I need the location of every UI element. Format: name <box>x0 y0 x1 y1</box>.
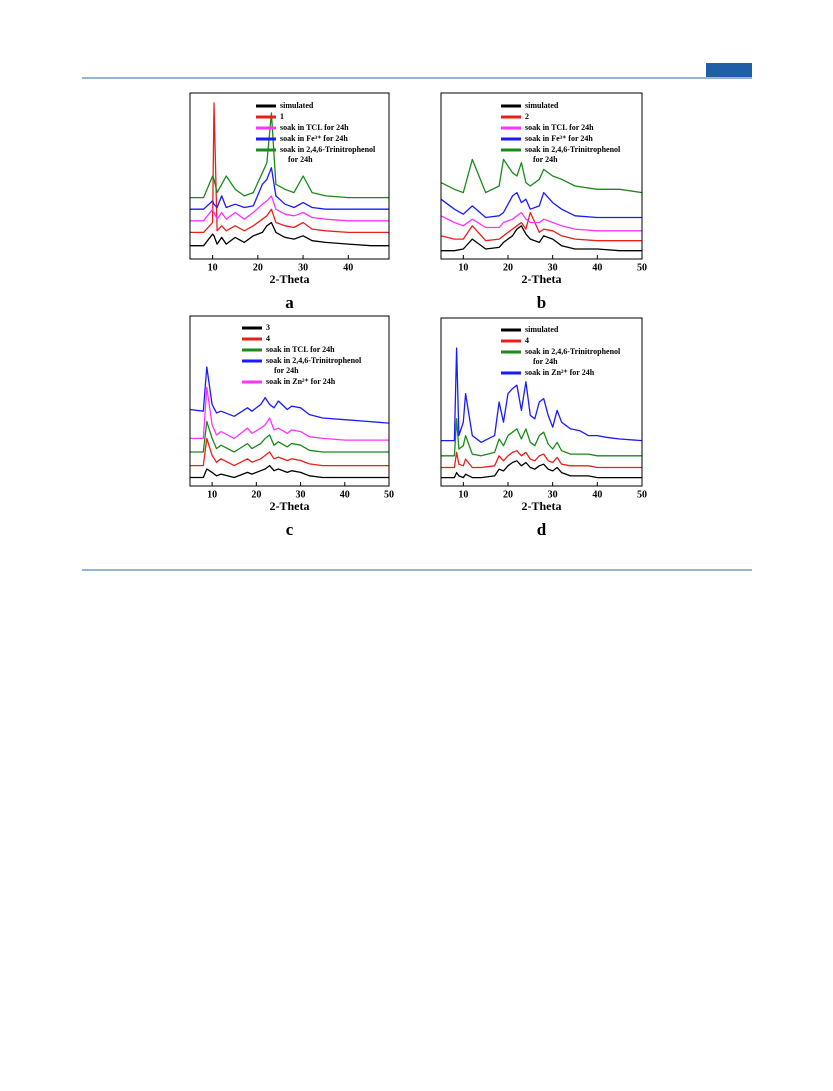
panel-label: d <box>537 520 547 539</box>
legend-label: soak in 2,4,6-Trinitrophenol for 24h <box>525 347 621 366</box>
series-line <box>441 460 642 479</box>
series-line <box>190 386 389 441</box>
legend-label: soak in TCL for 24h <box>280 123 349 132</box>
x-axis-title: 2-Theta <box>270 272 310 286</box>
x-axis-title: 2-Theta <box>270 499 310 513</box>
legend-label: simulated <box>280 101 314 110</box>
x-tick-label: 40 <box>340 489 350 500</box>
x-tick-label: 10 <box>458 262 468 273</box>
series-line <box>441 225 642 252</box>
series-line <box>190 112 389 199</box>
legend-label: soak in 2,4,6-Trinitrophenol for 24h <box>525 145 621 164</box>
series-line <box>441 418 642 457</box>
legend-label: soak in Zn²⁺ for 24h <box>266 377 336 386</box>
legend-label: 4 <box>266 334 270 343</box>
series-line <box>440 191 642 219</box>
x-tick-label: 10 <box>458 489 468 500</box>
series-line <box>440 211 642 232</box>
panel-label: b <box>537 293 546 312</box>
legend-label: 4 <box>525 336 529 345</box>
x-tick-label: 10 <box>208 262 218 273</box>
x-tick-label: 20 <box>503 489 513 500</box>
series-line <box>190 420 389 453</box>
header-tab <box>706 63 752 77</box>
x-axis-title: 2-Theta <box>522 499 562 513</box>
legend-label: 2 <box>525 112 529 121</box>
x-tick-label: 40 <box>592 489 602 500</box>
legend-label: soak in TCL for 24h <box>525 123 594 132</box>
series-line <box>189 366 390 424</box>
legend-label: simulated <box>525 325 559 334</box>
panel-label: a <box>285 293 294 312</box>
x-axis-title: 2-Theta <box>522 272 562 286</box>
legend-label: soak in 2,4,6-Trinitrophenol for 24h <box>266 356 362 375</box>
legend-label: soak in Fe³⁺ for 24h <box>525 134 593 143</box>
x-tick-label: 30 <box>548 489 558 500</box>
plot-frame <box>440 92 643 260</box>
x-tick-label: 50 <box>637 262 647 273</box>
series-line <box>190 167 389 210</box>
x-tick-label: 50 <box>384 489 394 500</box>
x-tick-label: 20 <box>253 262 263 273</box>
series-line <box>190 221 389 247</box>
legend-label: simulated <box>525 101 559 110</box>
x-tick-label: 30 <box>296 489 306 500</box>
series-line <box>190 464 389 479</box>
legend-label: soak in Zn²⁺ for 24h <box>525 368 595 377</box>
panel-label: c <box>286 520 294 539</box>
x-tick-label: 40 <box>343 262 353 273</box>
series-line <box>190 195 389 222</box>
x-tick-label: 20 <box>251 489 261 500</box>
legend-label: 1 <box>280 112 284 121</box>
series-line <box>441 347 643 443</box>
plot-frame <box>440 317 643 487</box>
x-tick-label: 40 <box>592 262 602 273</box>
x-tick-label: 30 <box>298 262 308 273</box>
legend-label: soak in 2,4,6-Trinitrophenol for 24h <box>280 145 376 164</box>
series-line <box>190 102 389 234</box>
x-tick-label: 50 <box>637 489 647 500</box>
series-line <box>440 158 643 194</box>
x-tick-label: 30 <box>548 262 558 273</box>
series-line <box>441 450 642 469</box>
series-line <box>190 437 389 467</box>
x-tick-label: 20 <box>503 262 513 273</box>
legend-label: soak in Fe³⁺ for 24h <box>280 134 348 143</box>
plot-frame <box>189 92 390 260</box>
legend-label: soak in TCL for 24h <box>266 345 335 354</box>
legend-label: 3 <box>266 323 270 332</box>
plot-frame <box>189 315 390 487</box>
series-line <box>440 211 642 242</box>
x-tick-label: 10 <box>207 489 217 500</box>
